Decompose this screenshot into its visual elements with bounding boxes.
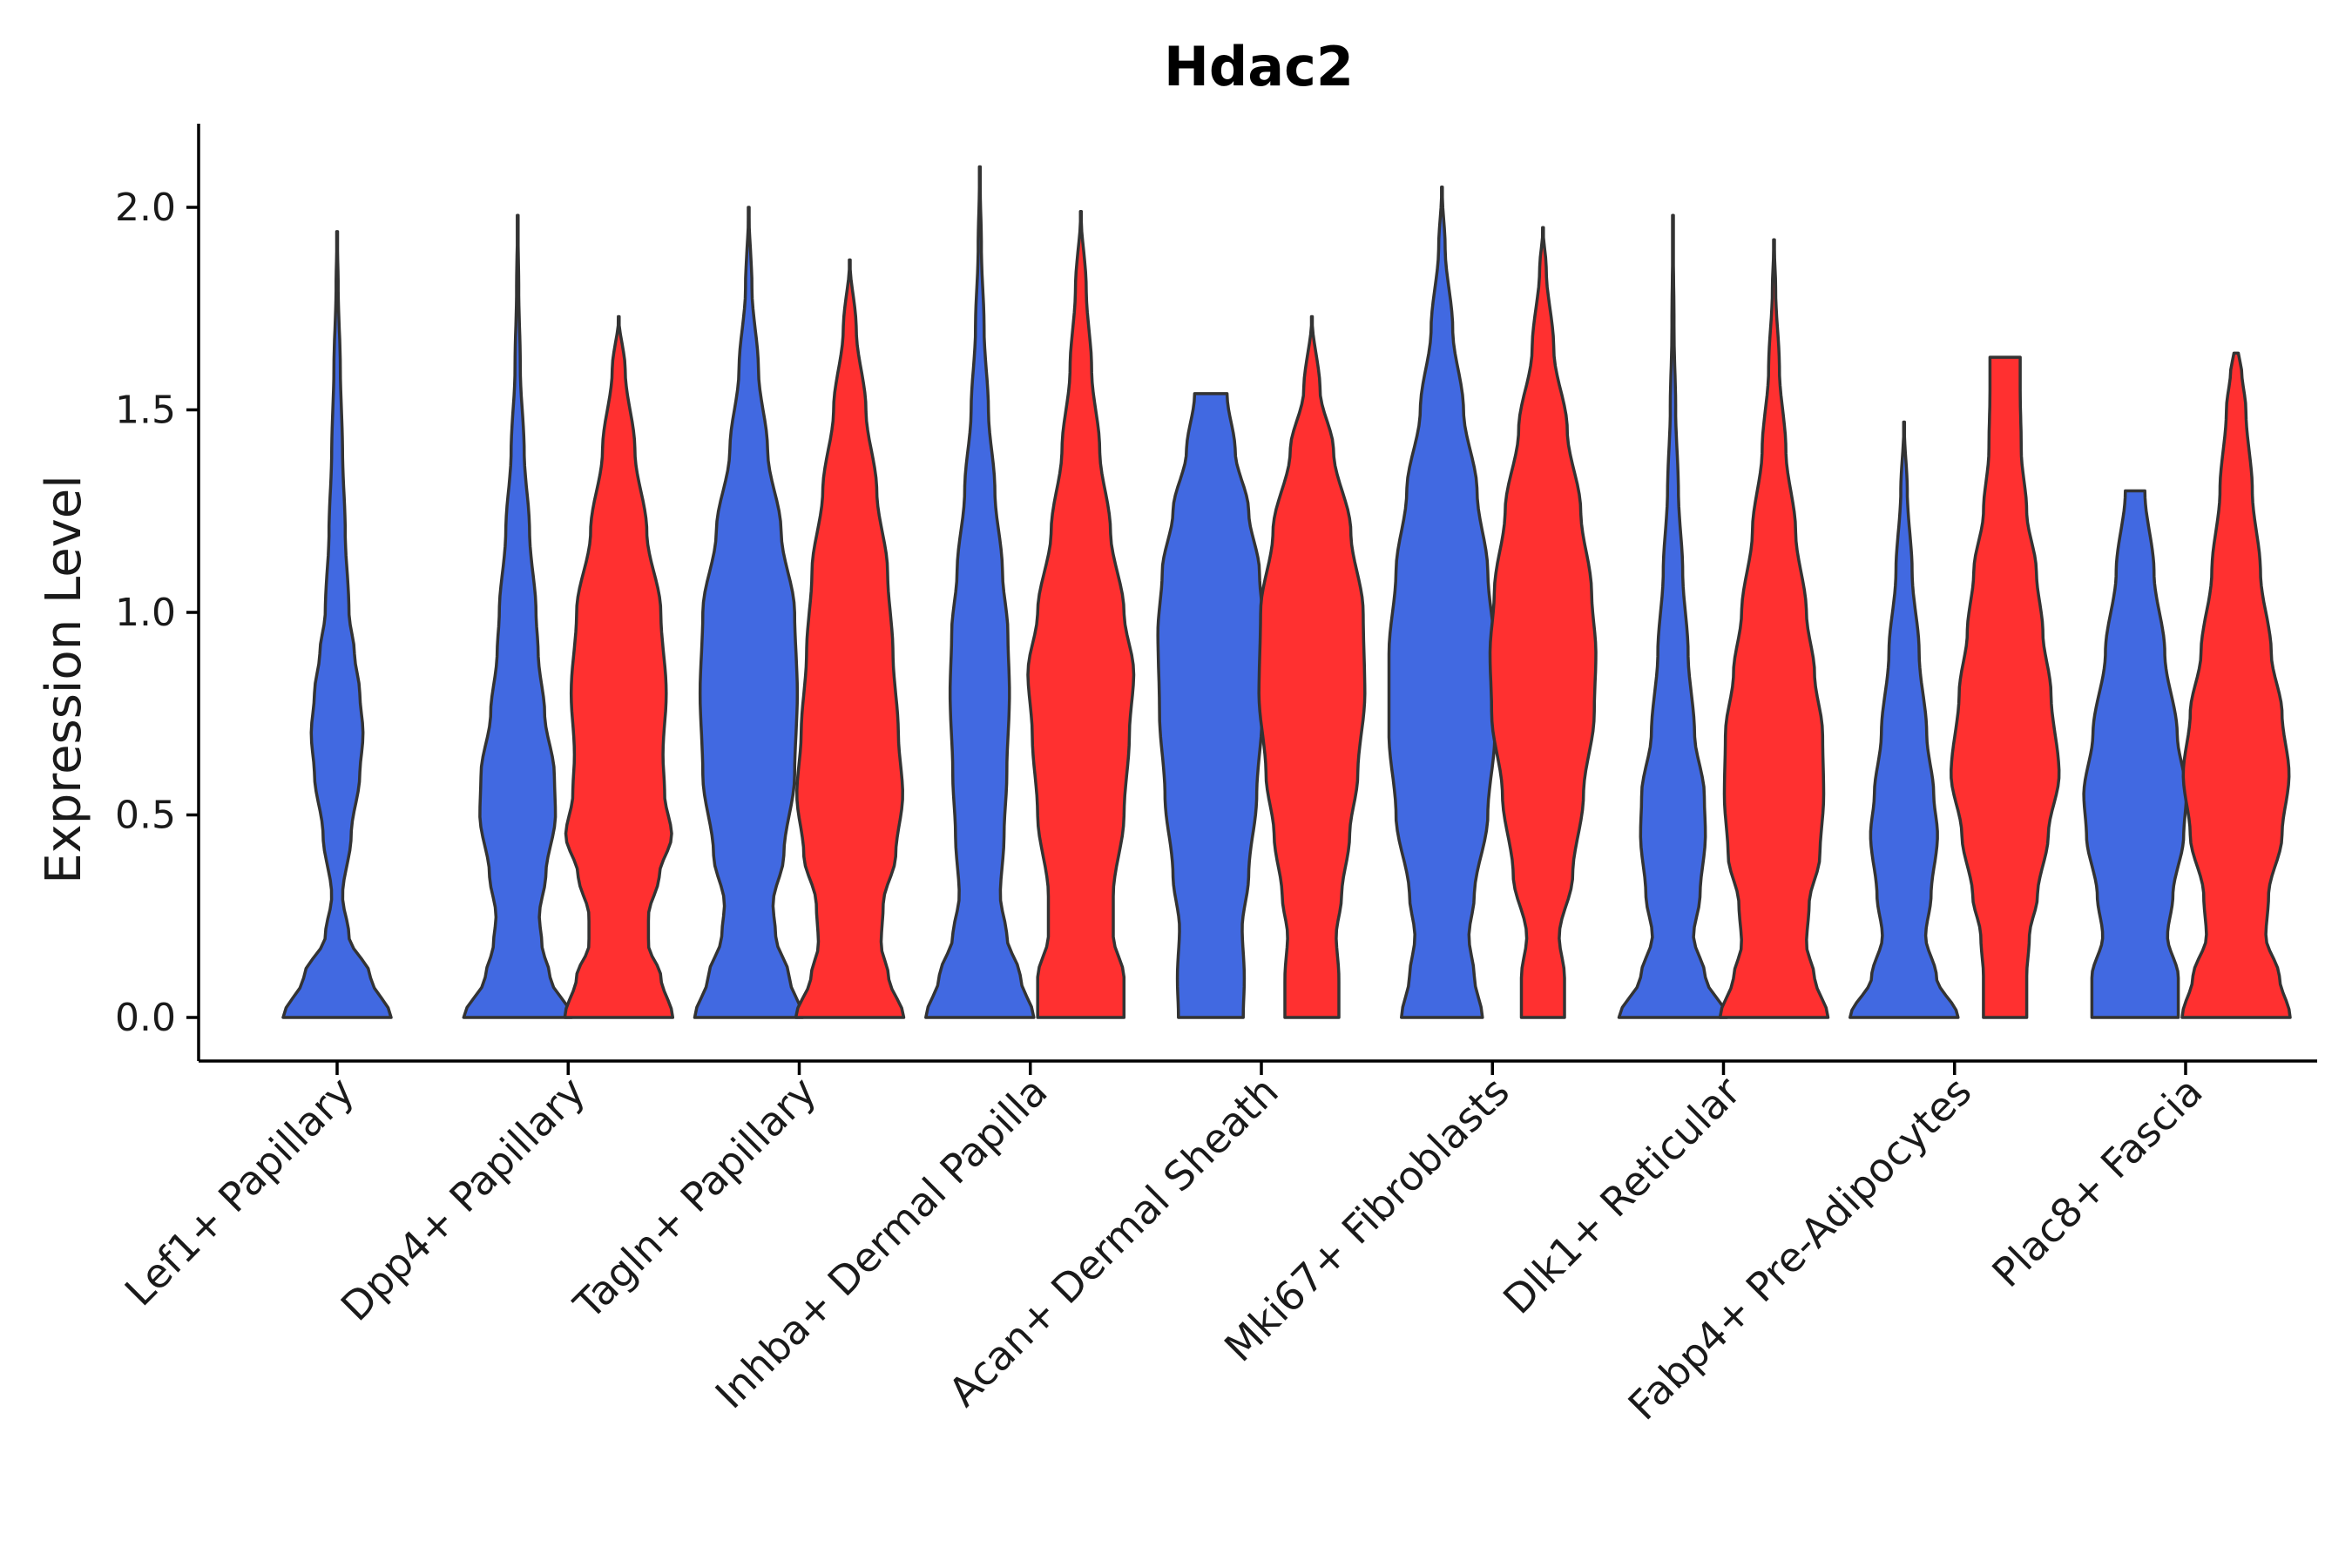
x-tick-label: Tagln+ Papillary (564, 1068, 826, 1329)
x-tick-label: Dlk1+ Reticular (1494, 1068, 1749, 1323)
violin-condition-1 (1617, 213, 1729, 1019)
violin-condition-1 (2082, 489, 2188, 1019)
x-tick-label: Lef1+ Papillary (116, 1068, 363, 1315)
violin-condition-1 (1156, 392, 1266, 1019)
violin-condition-2 (2180, 351, 2292, 1019)
violin-condition-2 (1950, 355, 2061, 1019)
y-tick-label: 1.5 (115, 389, 176, 433)
violin-condition-2 (794, 258, 906, 1019)
y-tick-label: 0.5 (115, 794, 176, 838)
y-axis-label: Expression Level (36, 475, 92, 884)
axes-layer (197, 124, 2317, 1063)
y-ticks: 0.0 0.5 1.0 1.5 2.0 (115, 186, 199, 1040)
violins-layer (281, 165, 2292, 1019)
y-tick-label: 0.0 (115, 996, 176, 1040)
x-tick-label: Plac8+ Fascia (1983, 1068, 2211, 1296)
y-tick-label: 2.0 (115, 186, 176, 230)
violin-condition-1 (281, 230, 393, 1019)
violin-condition-2 (1026, 209, 1136, 1019)
violin-condition-1 (1848, 420, 1960, 1019)
y-tick-label: 1.0 (115, 591, 176, 635)
chart-title: Hdac2 (1164, 35, 1354, 98)
violin-condition-1 (924, 165, 1036, 1019)
x-tick-label: Dpp4+ Papillary (332, 1068, 594, 1330)
violin-condition-2 (1718, 238, 1830, 1019)
violin-condition-2 (1488, 226, 1598, 1019)
violin-condition-1 (462, 213, 574, 1019)
violin-condition-2 (1257, 314, 1367, 1019)
violin-condition-1 (1387, 186, 1497, 1019)
violin-condition-2 (563, 314, 675, 1019)
violin-condition-1 (693, 206, 805, 1019)
